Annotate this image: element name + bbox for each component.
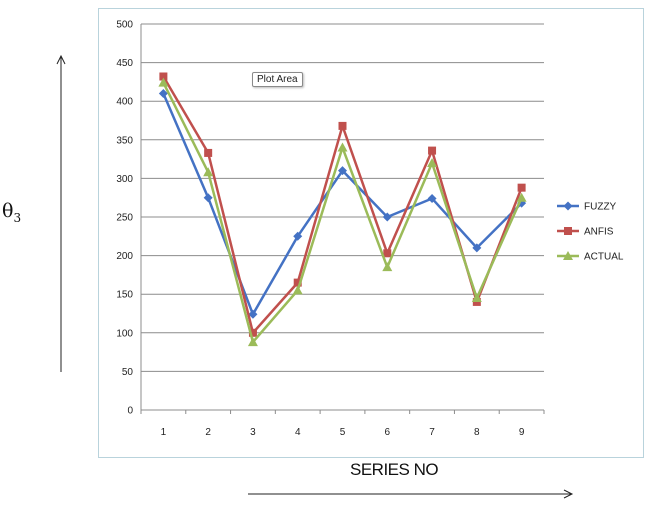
y-tick-label: 50: [122, 367, 134, 378]
data-point-actual: [203, 167, 214, 177]
x-tick-label: 7: [429, 427, 435, 438]
data-point-anfis: [428, 146, 437, 155]
y-axis-label: θ3: [2, 200, 21, 225]
y-tick-label: 350: [116, 135, 133, 146]
legend-label-fuzzy: FUZZY: [584, 202, 617, 213]
y-tick-label: 150: [116, 290, 133, 301]
y-tick-label: 300: [116, 174, 133, 185]
legend-label-actual: ACTUAL: [584, 252, 624, 263]
x-tick-label: 5: [340, 427, 346, 438]
legend-marker-actual: [563, 251, 573, 260]
y-tick-label: 450: [116, 58, 133, 69]
data-point-actual: [427, 157, 438, 167]
data-point-anfis: [293, 278, 302, 287]
y-axis-subscript: 3: [13, 210, 22, 225]
chart-frame: 0 50 100 150 200 250 300 350 400 450 500 1 2 3 4 5 6 7 8 9 F…: [98, 8, 644, 458]
data-point-actual: [247, 337, 258, 347]
data-point-actual: [337, 142, 348, 152]
x-tick-label: 4: [295, 427, 301, 438]
legend-marker-fuzzy: [563, 201, 573, 211]
x-tick-label: 8: [474, 427, 480, 438]
x-tick-label: 2: [205, 427, 211, 438]
data-point-fuzzy: [248, 309, 258, 319]
data-point-fuzzy: [427, 193, 437, 203]
plot-area-tooltip: Plot Area: [252, 72, 303, 87]
y-tick-label: 500: [116, 20, 133, 31]
data-point-anfis: [159, 72, 168, 81]
data-point-fuzzy: [472, 243, 482, 253]
y-axis-symbol: θ: [2, 200, 14, 222]
line-chart: 0 50 100 150 200 250 300 350 400 450 500 1 2 3 4 5 6 7 8 9 F…: [116, 20, 624, 439]
y-tick-label: 0: [127, 406, 133, 417]
legend-marker-anfis: [564, 227, 572, 235]
y-tick-label: 250: [116, 213, 133, 224]
data-point-fuzzy: [338, 166, 347, 176]
data-point-actual: [382, 262, 393, 272]
data-point-fuzzy: [382, 212, 392, 222]
y-tick-label: 400: [116, 97, 133, 108]
data-point-anfis: [204, 148, 213, 157]
data-point-anfis: [248, 328, 257, 337]
y-tick-label: 100: [116, 328, 133, 339]
data-point-anfis: [338, 121, 347, 130]
legend-label-anfis: ANFIS: [584, 227, 614, 238]
data-point-anfis: [517, 183, 526, 192]
data-point-fuzzy: [158, 88, 168, 98]
data-point-actual: [158, 77, 169, 87]
y-axis-arrow: [56, 54, 66, 372]
x-tick-label: 9: [519, 427, 525, 438]
data-point-actual: [516, 192, 527, 202]
data-point-anfis: [383, 249, 392, 258]
data-point-fuzzy: [293, 231, 303, 241]
series-line-actual: [162, 82, 523, 344]
data-point-actual: [471, 293, 482, 303]
data-point-actual: [292, 285, 303, 295]
data-point-fuzzy: [203, 193, 213, 203]
x-tick-label: 3: [250, 427, 256, 438]
x-tick-label: 1: [161, 427, 167, 438]
x-axis-label: SERIES NO: [350, 460, 439, 479]
x-axis-arrow: [248, 489, 574, 499]
y-tick-label: 200: [116, 251, 133, 262]
x-tick-label: 6: [384, 427, 390, 438]
